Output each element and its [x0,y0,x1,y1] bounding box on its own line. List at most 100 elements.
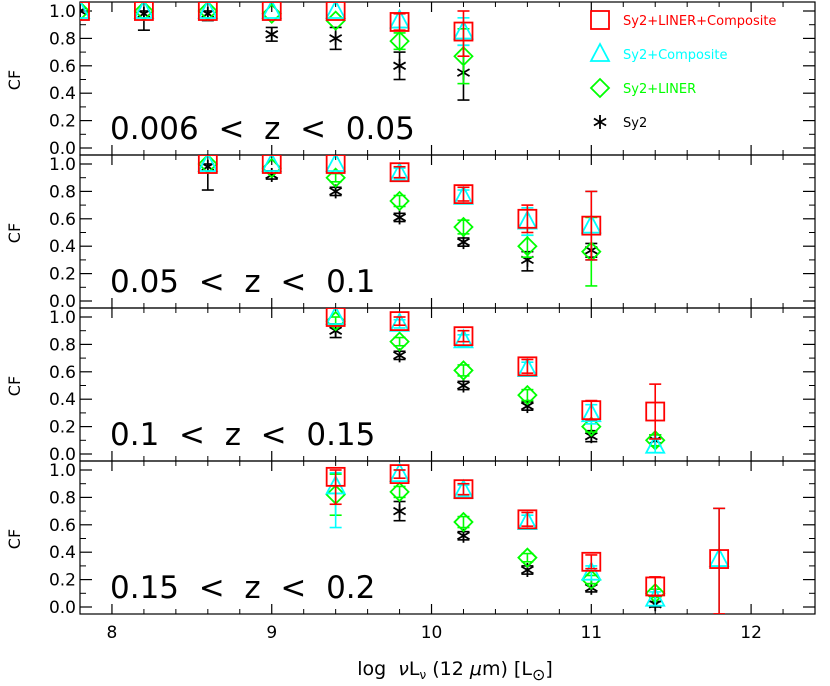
data-point-diamond [453,511,474,533]
x-tick-label: 10 [421,623,443,643]
legend-entry: Sy2+Composite [589,42,728,63]
y-tick-label: 0.4 [49,84,76,104]
data-point-square [645,576,666,597]
asterisk-stroke [329,187,343,196]
panel-3: 0.0 0.2 0.4 0.6 0.8 1.0 CF 0.1 < z < 0.15 [5,307,816,465]
data-point-triangle [325,155,347,172]
data-point-diamond [80,2,91,22]
y-tick-label: 0.4 [49,237,76,257]
data-point-triangle [452,328,474,349]
data-point-triangle [80,2,91,19]
data-point-square [517,356,538,377]
xlabel-sub: ν [420,668,427,682]
legend-label: Sy2+LINER+Composite [623,14,776,29]
asterisk-stroke [520,565,534,575]
y-tick-label: 0.6 [49,363,76,383]
data-point-triangle [197,155,219,172]
data-point-diamond [389,481,410,503]
data-point-square [517,509,538,530]
panel-data [80,2,474,101]
y-tick-label: 0.2 [49,112,76,132]
y-axis-label: CF [5,529,24,549]
y-tick-label: 0.8 [49,488,76,508]
data-point-triangle [389,462,411,483]
x-tick-label: 9 [266,623,277,643]
panel-2: 0.0 0.2 0.4 0.6 0.8 1.0 CF 0.05 < z < 0.1 [5,154,816,312]
data-point-diamond [453,45,474,67]
y-tick-label: 1.0 [49,2,76,22]
data-point-diamond [325,167,346,188]
legend-label: Sy2+LINER [623,82,696,97]
y-tick-label: 0.6 [49,210,76,230]
y-tick-label: 1.0 [49,155,76,175]
panel-4: 0.0 0.2 0.4 0.6 0.8 1.0 CF 0.15 < z < 0.2 [5,460,816,618]
data-point-square [261,2,282,21]
data-point-triangle [325,308,347,325]
data-point-asterisk [520,399,534,414]
y-axis-label: CF [5,70,24,90]
legend-marker-diamond [589,77,611,99]
data-point-square [645,401,666,422]
xlabel-L: L [409,658,420,680]
xlabel-close: ] [545,658,552,680]
data-point-asterisk [393,58,407,73]
y-tick-label: 0.0 [49,292,76,312]
x-tick-label: 12 [740,623,762,643]
data-point-square [453,479,474,500]
y-tick-label: 0.2 [49,265,76,285]
data-point-triangle [580,402,602,423]
panel-1: 0.0 0.2 0.4 0.6 0.8 1.0 CF 0.006 < z < 0.05 [5,1,816,159]
legend-label: Sy2 [623,116,647,131]
data-point-diamond [517,547,538,568]
y-tick-label: 0.2 [49,418,76,438]
data-point-square [197,2,218,21]
data-point-square [80,2,90,21]
asterisk-stroke [456,531,470,541]
xlabel-nu: ν [398,658,409,680]
x-axis-label: log νLν (12 μm) [L⊙] [357,658,553,684]
data-point-square [517,208,538,229]
data-point-square [389,12,410,32]
data-point-diamond [453,216,474,238]
legend-entry: Sy2 [593,115,647,131]
data-point-square [325,155,346,174]
legend-marker-asterisk [593,115,607,129]
data-point-asterisk [456,378,470,393]
data-point-diamond [389,331,410,352]
data-point-diamond [453,360,474,381]
data-point-triangle [197,2,219,19]
xlabel-post: m) [L [482,658,532,680]
data-point-asterisk [520,563,534,578]
data-point-square [197,155,218,174]
asterisk-stroke [393,351,407,360]
xlabel-log: log [357,658,398,680]
data-point-diamond [517,235,538,257]
panel-redshift-label: 0.1 < z < 0.15 [110,417,375,453]
data-point-triangle [644,433,666,454]
data-point-triangle [644,586,666,607]
y-tick-label: 0.4 [49,543,76,563]
y-tick-label: 0.6 [49,516,76,536]
asterisk-stroke [456,237,470,247]
xlabel-mu: μ [469,658,482,680]
asterisk-stroke [80,9,87,16]
asterisk-stroke [393,61,407,71]
data-point-diamond [389,190,410,212]
data-point-square [134,2,154,21]
panel-data [197,155,602,287]
legend-entry: Sy2+LINER+Composite [590,10,776,30]
panel-redshift-label: 0.15 < z < 0.2 [110,570,375,606]
asterisk-stroke [393,506,407,516]
y-tick-label: 0.4 [49,390,76,410]
y-tick-label: 0.6 [49,57,76,77]
asterisk-stroke [520,401,534,411]
data-point-square [581,215,602,236]
data-point-asterisk [393,504,407,519]
data-point-triangle [133,2,155,19]
data-point-square [453,184,474,205]
legend-label: Sy2+Composite [623,48,728,63]
data-point-square [581,400,602,421]
y-tick-label: 1.0 [49,461,76,481]
